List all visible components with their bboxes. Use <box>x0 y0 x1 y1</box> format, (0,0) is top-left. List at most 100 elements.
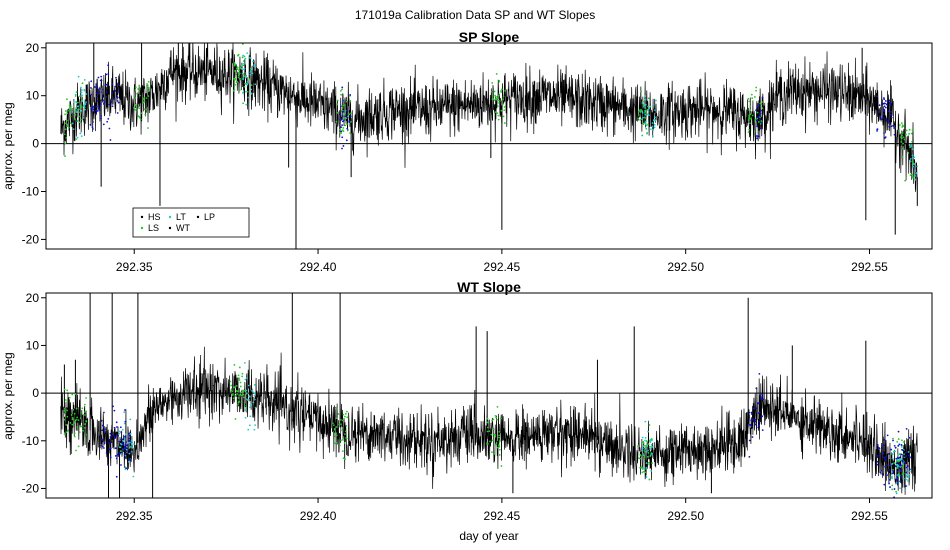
point-ls <box>236 80 238 83</box>
point-ls <box>237 397 240 399</box>
point-ls <box>241 375 244 378</box>
point-ls <box>65 431 68 434</box>
point-ls <box>66 125 69 128</box>
point-hs <box>761 96 764 99</box>
y-tick-label: 10 <box>26 338 40 352</box>
point-lt <box>891 475 893 478</box>
point-lt <box>121 428 124 431</box>
point-hs <box>758 401 760 404</box>
point-ls <box>748 129 750 131</box>
point-lt <box>244 409 247 411</box>
point-lt <box>130 439 133 442</box>
point-hs <box>900 475 903 478</box>
point-lt <box>644 420 647 423</box>
point-ls <box>75 138 78 141</box>
point-lt <box>76 136 79 139</box>
point-ls <box>243 404 246 407</box>
point-hs <box>348 121 351 123</box>
point-ls <box>348 113 351 116</box>
point-ls <box>644 107 647 109</box>
y-tick-label: 0 <box>32 386 39 400</box>
point-hs <box>893 488 896 490</box>
point-hs <box>97 76 100 79</box>
point-ls <box>639 457 642 460</box>
point-hs <box>122 443 125 446</box>
point-hs <box>99 104 102 107</box>
slope-trace-line <box>60 43 918 192</box>
point-ls <box>902 142 904 145</box>
point-hs <box>758 104 760 107</box>
point-ls <box>341 438 344 441</box>
point-lt <box>650 454 652 456</box>
point-ls <box>134 86 137 89</box>
point-lt <box>646 131 649 134</box>
point-ls <box>897 475 900 478</box>
point-hs <box>90 108 92 110</box>
point-hs <box>756 105 759 108</box>
point-ls <box>147 86 150 89</box>
point-hs <box>114 85 117 88</box>
point-ls <box>895 490 897 493</box>
point-lt <box>908 470 911 473</box>
point-ls <box>496 446 499 449</box>
legend-marker-ls <box>140 226 144 230</box>
point-ls <box>342 457 345 460</box>
point-hs <box>889 464 891 467</box>
point-lt <box>650 443 653 446</box>
point-ls <box>85 420 88 423</box>
point-hs <box>118 84 120 87</box>
point-ls <box>74 95 77 97</box>
point-hs <box>116 426 118 428</box>
point-hs <box>900 464 903 467</box>
point-ls <box>751 97 754 100</box>
point-ls <box>136 109 139 112</box>
point-ls <box>335 441 338 444</box>
point-hs <box>757 135 760 138</box>
point-ls <box>235 389 238 392</box>
point-hs <box>341 147 343 150</box>
point-lt <box>652 128 654 131</box>
point-hs <box>900 453 903 456</box>
point-hs <box>113 97 116 100</box>
point-hs <box>116 112 119 114</box>
point-lt <box>130 445 132 448</box>
point-ls <box>491 98 494 100</box>
point-ls <box>749 105 752 108</box>
point-hs <box>889 486 891 488</box>
point-lt <box>648 114 650 117</box>
point-hs <box>100 115 103 117</box>
point-hs <box>95 112 97 115</box>
point-lt <box>647 449 649 452</box>
point-ls <box>911 140 913 143</box>
point-ls <box>496 112 499 114</box>
point-ls <box>498 444 500 446</box>
point-hs <box>115 475 118 478</box>
point-hs <box>109 447 112 450</box>
figure-title: 171019a Calibration Data SP and WT Slope… <box>355 8 595 22</box>
point-lt <box>133 443 135 446</box>
point-lt <box>891 452 894 455</box>
point-ls <box>65 136 68 139</box>
point-lt <box>71 122 74 125</box>
y-tick-label: 20 <box>26 41 40 55</box>
point-lt <box>82 116 85 119</box>
point-hs <box>760 121 763 124</box>
point-ls <box>349 132 352 135</box>
point-ls <box>491 451 493 454</box>
point-hs <box>115 76 117 79</box>
point-ls <box>232 397 235 400</box>
point-ls <box>496 405 499 408</box>
point-hs <box>898 443 901 446</box>
point-hs <box>120 438 123 441</box>
point-lt <box>254 83 257 86</box>
point-ls <box>341 129 344 132</box>
point-ls <box>63 409 66 412</box>
point-hs <box>104 431 106 433</box>
point-hs <box>99 79 102 82</box>
point-hs <box>91 126 94 129</box>
point-ls <box>901 137 903 140</box>
point-ls <box>892 437 894 440</box>
point-ls <box>498 102 500 104</box>
point-lt <box>244 416 247 419</box>
point-lt <box>644 95 646 98</box>
